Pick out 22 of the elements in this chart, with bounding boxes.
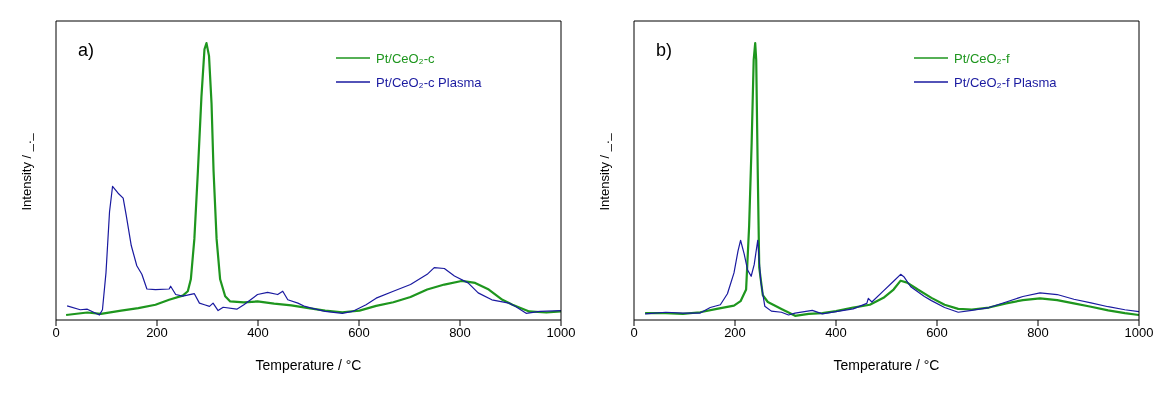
x-axis-title: Temperature / °C [833, 357, 940, 373]
x-tick-label: 0 [630, 325, 638, 341]
x-tick-label: 1000 [1124, 325, 1154, 341]
x-tick-label: 1000 [546, 325, 576, 341]
x-tick-label: 200 [146, 325, 168, 341]
legend-label: Pt/CeO₂-c [376, 50, 435, 66]
y-axis-title: Intensity / _._ [596, 132, 612, 211]
legend-label: Pt/CeO₂-f Plasma [954, 74, 1057, 90]
x-tick-label: 800 [449, 325, 471, 341]
x-tick-label: 0 [52, 325, 60, 341]
x-tick-label: 400 [825, 325, 847, 341]
x-axis-title: Temperature / °C [255, 357, 362, 373]
legend-label: Pt/CeO₂-c Plasma [376, 74, 482, 90]
annotation: a) [78, 40, 95, 61]
annotation: b) [656, 40, 673, 61]
legend-label: Pt/CeO₂-f [954, 50, 1010, 66]
x-tick-label: 600 [348, 325, 370, 341]
x-tick-label: 800 [1027, 325, 1049, 341]
y-axis-title: Intensity / _._ [18, 132, 34, 211]
x-tick-label: 400 [247, 325, 269, 341]
x-tick-label: 600 [926, 325, 948, 341]
x-tick-label: 200 [724, 325, 746, 341]
